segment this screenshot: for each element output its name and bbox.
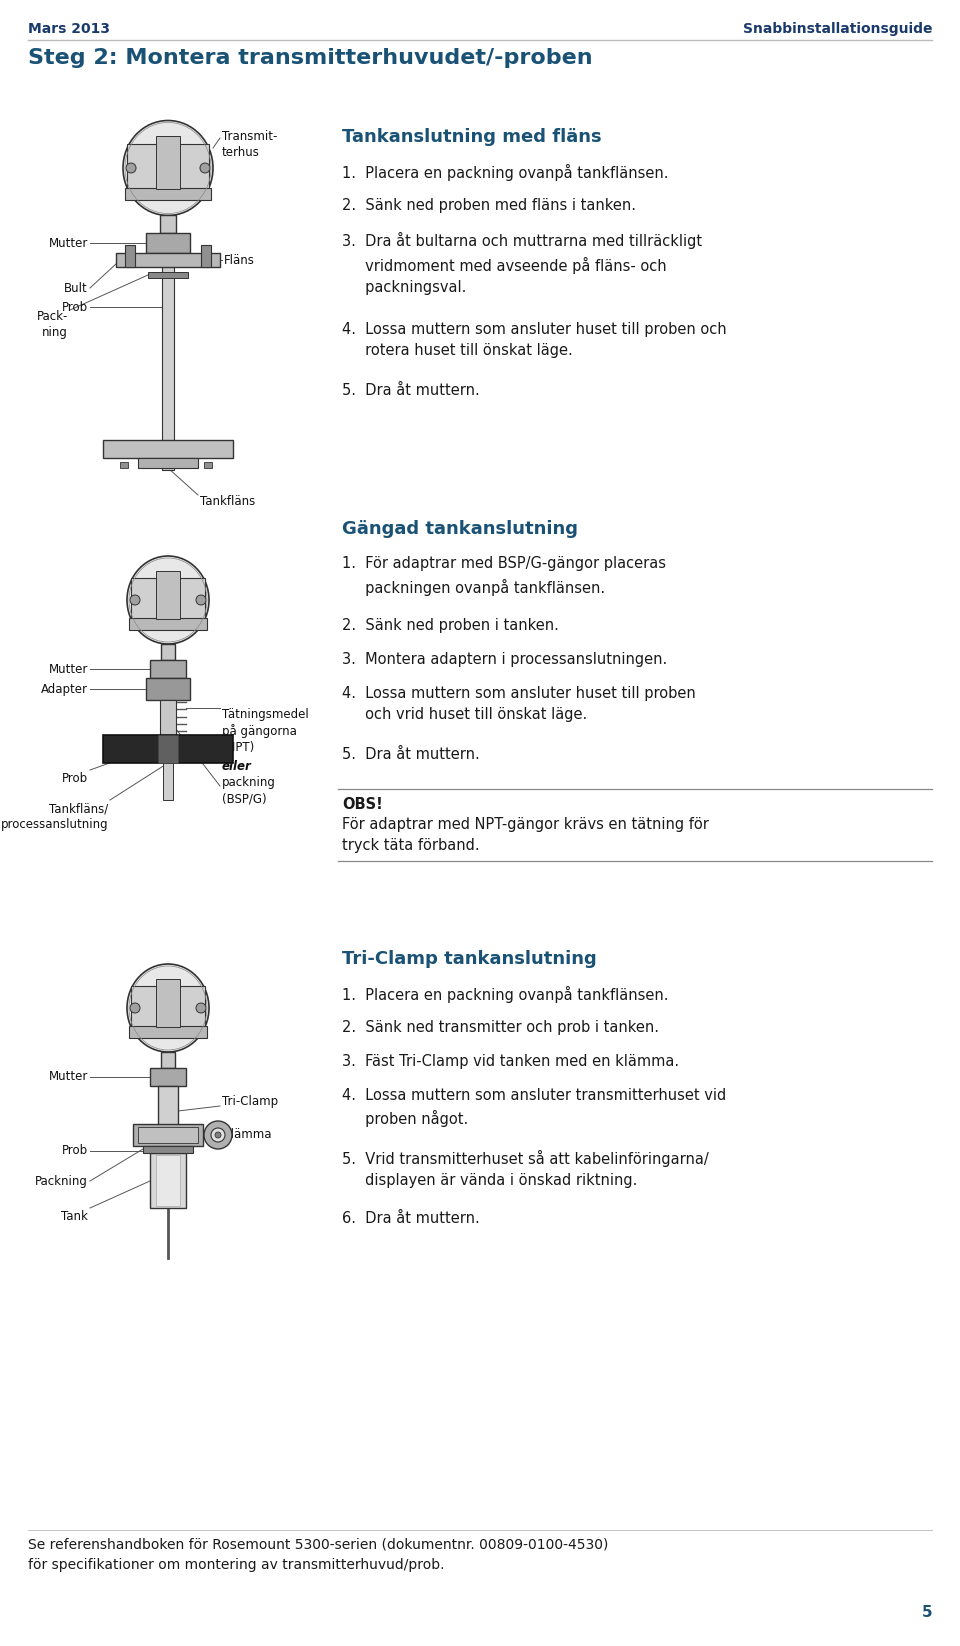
Text: Se referenshandboken för Rosemount 5300-serien (dokumentnr. 00809-0100-4530)
för: Se referenshandboken för Rosemount 5300-… <box>28 1537 609 1572</box>
Bar <box>162 267 174 471</box>
Text: Prob: Prob <box>61 301 88 313</box>
Text: Mutter: Mutter <box>49 1070 88 1083</box>
Text: Prob: Prob <box>61 772 88 785</box>
Text: Adapter: Adapter <box>41 683 88 696</box>
Circle shape <box>211 1128 225 1142</box>
Bar <box>143 1146 193 1152</box>
Bar <box>120 463 128 467</box>
Ellipse shape <box>123 120 213 216</box>
Text: OBS!: OBS! <box>342 797 383 811</box>
Bar <box>125 188 211 199</box>
Text: Tri-Clamp tankanslutning: Tri-Clamp tankanslutning <box>342 950 597 968</box>
Text: 1.  Placera en packning ovanpå tankflänsen.: 1. Placera en packning ovanpå tankflänse… <box>342 165 668 181</box>
Text: 4.  Lossa muttern som ansluter transmitterhuset vid
     proben något.: 4. Lossa muttern som ansluter transmitte… <box>342 1088 727 1128</box>
Bar <box>138 458 198 467</box>
Bar <box>103 736 233 764</box>
Text: Pack-
ning: Pack- ning <box>36 309 68 339</box>
Text: Bult: Bult <box>64 281 88 295</box>
Circle shape <box>196 1002 206 1012</box>
Bar <box>161 1052 175 1068</box>
Text: packning
(BSP/G): packning (BSP/G) <box>222 775 276 805</box>
Bar <box>129 1025 207 1039</box>
Bar <box>156 1155 180 1207</box>
Text: Klämma: Klämma <box>224 1129 273 1141</box>
Bar <box>150 660 186 678</box>
Bar <box>150 1152 186 1208</box>
Bar <box>129 617 207 630</box>
Bar <box>203 1131 218 1139</box>
Bar <box>133 1124 203 1146</box>
Text: 5.  Dra åt muttern.: 5. Dra åt muttern. <box>342 747 480 762</box>
Bar <box>146 234 190 253</box>
Text: 3.  Dra åt bultarna och muttrarna med tillräckligt
     vridmoment med avseende : 3. Dra åt bultarna och muttrarna med til… <box>342 232 702 295</box>
Bar <box>201 245 211 267</box>
Bar <box>158 1086 178 1136</box>
Text: 3.  Montera adaptern i processanslutningen.: 3. Montera adaptern i processanslutninge… <box>342 652 667 667</box>
Bar <box>204 463 212 467</box>
Text: Tri-Clamp: Tri-Clamp <box>222 1096 278 1108</box>
Circle shape <box>200 163 210 173</box>
Text: 1.  För adaptrar med BSP/G-gängor placeras
     packningen ovanpå tankflänsen.: 1. För adaptrar med BSP/G-gängor placera… <box>342 556 666 596</box>
Bar <box>160 216 176 234</box>
Circle shape <box>130 1002 140 1012</box>
Text: För adaptrar med NPT-gängor krävs en tätning för
tryck täta förband.: För adaptrar med NPT-gängor krävs en tät… <box>342 818 708 853</box>
Bar <box>156 571 180 619</box>
Text: Tätningsmedel
på gängorna
(NPT): Tätningsmedel på gängorna (NPT) <box>222 708 309 754</box>
Text: 5.  Vrid transmitterhuset så att kabelinföringarna/
     displayen är vända i ön: 5. Vrid transmitterhuset så att kabelinf… <box>342 1149 708 1188</box>
Text: 4.  Lossa muttern som ansluter huset till proben
     och vrid huset till önskat: 4. Lossa muttern som ansluter huset till… <box>342 686 696 723</box>
Bar <box>138 1128 198 1142</box>
Text: eller: eller <box>222 760 252 774</box>
Bar <box>127 145 209 191</box>
Text: Mars 2013: Mars 2013 <box>28 21 110 36</box>
Bar <box>116 253 220 267</box>
Text: Prob: Prob <box>61 1144 88 1157</box>
Bar <box>131 578 205 622</box>
Bar <box>125 245 135 267</box>
Bar <box>150 1068 186 1086</box>
Text: Snabbinstallationsguide: Snabbinstallationsguide <box>742 21 932 36</box>
Bar <box>156 979 180 1027</box>
Circle shape <box>196 594 206 606</box>
Bar <box>131 986 205 1030</box>
Text: Tankfläns: Tankfläns <box>200 495 255 509</box>
Bar <box>103 439 233 458</box>
Text: 6.  Dra åt muttern.: 6. Dra åt muttern. <box>342 1211 480 1226</box>
Text: 4.  Lossa muttern som ansluter huset till proben och
     rotera huset till önsk: 4. Lossa muttern som ansluter huset till… <box>342 321 727 359</box>
Text: Gängad tankanslutning: Gängad tankanslutning <box>342 520 578 538</box>
Text: Tank: Tank <box>61 1210 88 1223</box>
Text: 1.  Placera en packning ovanpå tankflänsen.: 1. Placera en packning ovanpå tankflänse… <box>342 986 668 1002</box>
Text: 2.  Sänk ned proben med fläns i tanken.: 2. Sänk ned proben med fläns i tanken. <box>342 198 636 212</box>
Text: Fläns: Fläns <box>224 253 254 267</box>
Bar <box>160 700 176 736</box>
Text: 2.  Sänk ned proben i tanken.: 2. Sänk ned proben i tanken. <box>342 617 559 632</box>
Ellipse shape <box>127 965 209 1052</box>
Text: Transmit-
terhus: Transmit- terhus <box>222 130 277 160</box>
Bar <box>158 736 178 764</box>
Circle shape <box>130 594 140 606</box>
Bar <box>161 644 175 660</box>
Text: Packning: Packning <box>36 1175 88 1187</box>
Circle shape <box>215 1132 221 1137</box>
Text: 3.  Fäst Tri-Clamp vid tanken med en klämma.: 3. Fäst Tri-Clamp vid tanken med en kläm… <box>342 1053 679 1068</box>
Text: Steg 2: Montera transmitterhuvudet/-proben: Steg 2: Montera transmitterhuvudet/-prob… <box>28 48 592 67</box>
Text: 5: 5 <box>922 1605 932 1620</box>
Circle shape <box>126 163 136 173</box>
Text: Tankanslutning med fläns: Tankanslutning med fläns <box>342 128 602 146</box>
Text: 2.  Sänk ned transmitter och prob i tanken.: 2. Sänk ned transmitter och prob i tanke… <box>342 1021 659 1035</box>
Bar <box>148 272 188 278</box>
Bar <box>163 764 173 800</box>
Text: Mutter: Mutter <box>49 237 88 250</box>
Text: Mutter: Mutter <box>49 662 88 675</box>
Text: Tankfläns/
processanslutning: Tankfläns/ processanslutning <box>0 802 108 831</box>
Bar <box>146 678 190 700</box>
Circle shape <box>204 1121 232 1149</box>
Text: 5.  Dra åt muttern.: 5. Dra åt muttern. <box>342 384 480 398</box>
Ellipse shape <box>127 556 209 644</box>
Bar <box>156 137 180 189</box>
